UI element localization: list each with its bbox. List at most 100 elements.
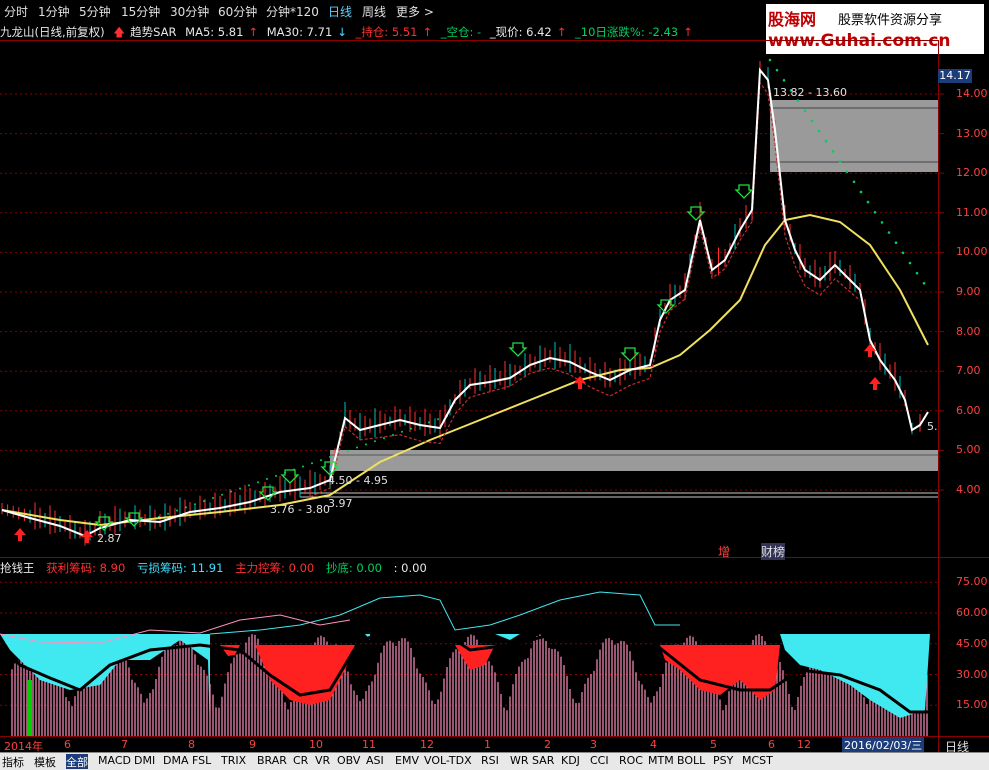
sar-dot xyxy=(167,512,169,515)
tab-1min[interactable]: 1分钟 xyxy=(38,5,70,19)
indicator-tab[interactable]: CCI xyxy=(590,754,609,767)
indicator-tab[interactable]: PSY xyxy=(713,754,734,767)
indicator-tab[interactable]: VR xyxy=(315,754,331,767)
up-arrow-icon xyxy=(81,530,93,543)
profit-chip-value: 获利筹码: 8.90 xyxy=(46,561,126,575)
loss-chip-area xyxy=(0,634,930,736)
chip-boundary xyxy=(0,628,930,714)
up-arrow-icon: 🡅 xyxy=(113,25,126,39)
indicator-tab[interactable]: KDJ xyxy=(561,754,580,767)
extra-value: : 0.00 xyxy=(393,561,427,575)
indicator-tab[interactable]: SAR xyxy=(532,754,555,767)
sar-dot xyxy=(775,68,779,72)
time-label: 3 xyxy=(590,738,597,751)
sar-dot xyxy=(880,221,884,224)
last-price-label: 5. xyxy=(927,420,938,433)
sar-dot xyxy=(901,251,905,255)
indicator-tab[interactable]: DMA xyxy=(163,754,189,767)
chg10-value: _10日涨跌%: -2.43 xyxy=(575,25,679,39)
indicator-tab[interactable]: BOLL xyxy=(677,754,706,767)
time-label: 9 xyxy=(249,738,256,751)
indicator-tab[interactable]: DMI xyxy=(134,754,156,767)
indicator-tab[interactable]: WR xyxy=(510,754,529,767)
increase-tag[interactable]: 增 xyxy=(718,545,731,559)
indicator-tick: 30.00 xyxy=(956,667,988,681)
tab-weekly[interactable]: 周线 xyxy=(362,5,387,19)
indicator-tab[interactable]: MACD xyxy=(98,754,131,767)
list-tag[interactable]: 财榜 xyxy=(761,543,786,560)
up-arrow-icon: ↑ xyxy=(422,25,433,39)
profit-chip-area xyxy=(220,645,780,705)
sar-dot xyxy=(266,478,268,481)
tab-30min[interactable]: 30分钟 xyxy=(170,5,210,19)
indicator-tab[interactable]: FSL xyxy=(192,754,212,767)
indicator-tab[interactable]: 指标 xyxy=(2,756,24,769)
tab-more[interactable]: 更多 > xyxy=(396,5,434,19)
down-arrow-icon xyxy=(258,486,278,501)
sar-dot xyxy=(887,231,891,234)
down-arrow-icon: ↓ xyxy=(337,25,347,39)
time-label: 12 xyxy=(797,738,811,751)
down-arrow-icon xyxy=(280,469,300,484)
tab-daily[interactable]: 日线 xyxy=(328,5,353,19)
indicator-tab[interactable]: MTM xyxy=(648,754,674,767)
profit-chip-line xyxy=(0,614,351,644)
indicator-tab[interactable]: ROC xyxy=(619,754,643,767)
sar-dot xyxy=(194,503,196,506)
tab-60min[interactable]: 60分钟 xyxy=(218,5,258,19)
sar-dot xyxy=(428,421,430,424)
sar-dot xyxy=(185,506,187,509)
time-label: 8 xyxy=(188,738,195,751)
time-label: 2 xyxy=(544,738,551,751)
indicator-tab[interactable]: TRIX xyxy=(221,754,247,767)
indicator-tick: 15.00 xyxy=(956,698,988,712)
zone-high-label: 13.82 - 13.60 xyxy=(773,86,847,99)
sar-dot xyxy=(302,465,304,468)
price-tick: 14.00 xyxy=(956,87,988,100)
sar-dot xyxy=(383,437,385,440)
sar-dot xyxy=(356,446,358,449)
sar-dot xyxy=(859,190,863,194)
indicator-tick: 45.00 xyxy=(956,636,988,650)
indicator-tab[interactable]: 模板 xyxy=(34,756,56,769)
indicator-tab[interactable]: EMV xyxy=(395,754,419,767)
sar-dot xyxy=(852,180,856,184)
sar-dot xyxy=(176,509,178,512)
period-label[interactable]: 日线 xyxy=(945,740,970,754)
price-tick: 9.00 xyxy=(956,285,981,298)
sar-dot xyxy=(257,481,259,484)
sar-dot xyxy=(230,490,232,493)
sar-dot xyxy=(239,487,241,490)
sar-dot xyxy=(831,150,835,153)
up-arrow-icon xyxy=(864,344,876,357)
indicator-tab[interactable]: ASI xyxy=(366,754,384,767)
indicator-tab[interactable]: BRAR xyxy=(257,754,287,767)
indicator-tab[interactable]: OBV xyxy=(337,754,361,767)
tab-120min[interactable]: 分钟*120 xyxy=(266,5,319,19)
indicator-tab[interactable]: 全部 xyxy=(66,754,88,769)
down-arrow-icon xyxy=(320,461,340,476)
price-tick: 7.00 xyxy=(956,364,981,378)
sar-dots xyxy=(149,58,926,521)
sar-dot xyxy=(824,139,828,143)
indicator-name: 抢钱王 xyxy=(0,561,35,575)
tab-fenshi[interactable]: 分时 xyxy=(4,5,29,19)
indicator-tab[interactable]: RSI xyxy=(481,754,499,767)
indicator-tab[interactable]: MCST xyxy=(742,754,773,767)
sar-dot xyxy=(221,493,223,496)
sar-dot xyxy=(838,160,842,163)
zone-low-label: 3.76 - 3.80 xyxy=(270,503,330,516)
kline-chart[interactable] xyxy=(0,0,989,752)
tab-5min[interactable]: 5分钟 xyxy=(79,5,111,19)
indicator-tab[interactable]: CR xyxy=(293,754,309,767)
tab-15min[interactable]: 15分钟 xyxy=(121,5,161,19)
support-zone xyxy=(330,450,938,471)
sar-dot xyxy=(347,449,349,452)
indicator-tab[interactable]: VOL-TDX xyxy=(424,754,472,767)
sar-dot xyxy=(365,443,367,446)
time-label: 7 xyxy=(121,738,128,751)
price-tick: 11.00 xyxy=(956,205,988,219)
price-tick: 4.00 xyxy=(956,483,981,496)
period-toolbar: 分时 1分钟 5分钟 15分钟 30分钟 60分钟 分钟*120 日线 周线 更… xyxy=(0,0,989,22)
time-label: 1 xyxy=(484,738,491,751)
